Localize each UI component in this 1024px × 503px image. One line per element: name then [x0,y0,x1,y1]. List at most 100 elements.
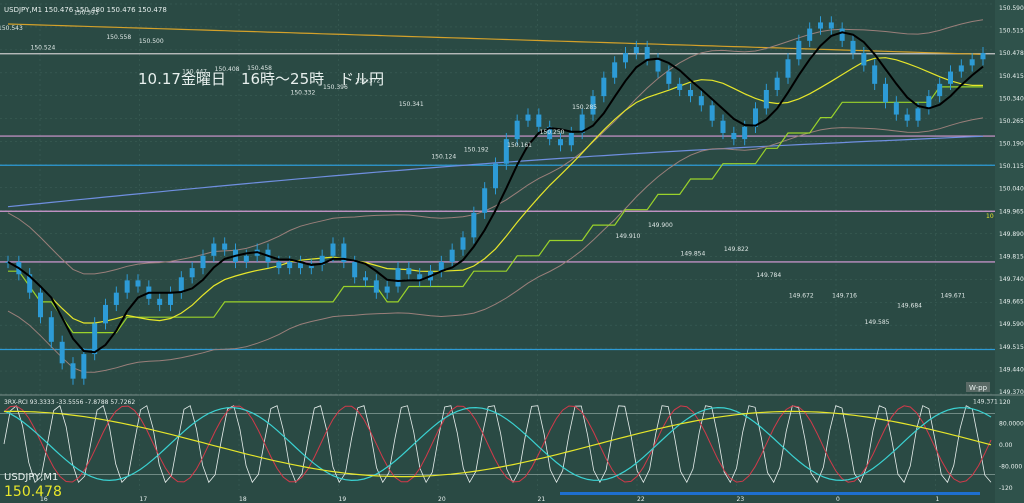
orange-ma-line [7,23,984,55]
time-tick-label: 20 [438,496,446,503]
candle-body [330,243,336,256]
candle-body [27,274,33,293]
time-tick-label: 19 [339,496,347,503]
candle-body [893,102,899,115]
rci-tick-label: 0.00 [999,442,1013,449]
price-annotation: 150.250 [540,129,565,136]
price-tick-label: 149.440 [999,366,1024,373]
price-annotation: 150.332 [291,90,316,97]
candle-body [666,71,672,84]
price-annotation: 149.716 [832,293,857,300]
price-tick-label: 149.370 [999,389,1024,396]
price-tick-label: 149.740 [999,276,1024,283]
candle-body [796,40,802,60]
price-annotation: 150.192 [464,147,489,154]
candle-body [948,71,953,84]
watermark-symbol: USDJPY,M1 [4,472,58,483]
price-annotation: 149.684 [897,303,922,310]
candle-body [677,83,683,90]
rci-subwindow: 120 80.0000 0.00 -80.000 -120 [0,399,1024,492]
symbol-info: USDJPY,M1 150.476 150.480 150.476 150.47… [4,6,167,14]
candle-body [211,243,217,256]
candle-body [601,77,607,97]
lower-band-line [7,117,984,373]
price-tick-label: 149.515 [999,344,1024,351]
candle-body [482,188,488,213]
time-tick-label: 0 [836,496,840,503]
candle-body [655,59,661,72]
price-annotation: 150.500 [139,38,164,45]
price-annotation: 150.161 [507,142,532,149]
candle-body [124,280,130,293]
price-tick-label: 149.815 [999,253,1024,260]
time-axis: 16 17 18 19 20 21 22 23 0 1 [0,492,995,503]
candle-body [449,249,455,262]
candle-body [113,292,119,305]
rci-tick-label: 80.0000 [999,421,1024,428]
price-annotation: 149.671 [941,293,966,300]
candle-body [742,126,748,140]
rci-slow-line [3,410,992,478]
price-tick-label: 149.965 [999,208,1024,215]
price-annotation: 150.593 [74,9,99,16]
candle-body [406,268,412,275]
candle-body [471,212,477,238]
candle-body [688,89,693,97]
price-annotation: 150.341 [399,101,424,108]
session-bar [560,492,980,495]
time-tick-label: 22 [637,496,645,503]
price-annotation: 149.854 [681,250,706,257]
price-tick-label: 150.340 [999,95,1024,102]
price-annotation: 149.910 [616,233,641,240]
candle-body [308,265,314,269]
yellow-ma-line [7,57,983,324]
candle-body [38,292,43,318]
candle-body [883,83,888,103]
candle-body [395,268,401,287]
candle-body [70,363,76,379]
candle-body [298,261,303,269]
price-annotation: 150.124 [431,153,456,160]
candle-body [579,114,585,133]
candle-body [612,62,618,78]
candle-body [926,96,932,109]
candle-body [763,89,769,109]
candle-body [373,280,379,293]
candle-body [319,255,325,266]
candle-body [568,132,574,146]
candle-body [222,243,228,250]
price-annotation: 150.558 [106,34,131,41]
rci-tick-label: -120 [999,485,1013,492]
price-annotation: 150.447 [182,68,207,75]
candle-body [276,261,282,269]
rci-tick-label: -80.000 [999,464,1022,471]
candle-body [807,28,813,41]
candle-body [753,108,758,127]
candle-body [709,105,715,121]
candle-body [818,22,823,29]
candle-body [352,261,358,278]
candle-body [731,132,737,140]
candle-body [720,120,726,133]
price-tick-label: 149.665 [999,299,1024,306]
price-annotation: 150.524 [31,45,56,52]
candle-body [243,255,249,262]
candle-body [980,53,986,60]
candle-body [850,40,856,54]
axis-panel [995,0,1024,503]
candle-body [59,341,65,364]
time-tick-label: 1 [936,496,940,503]
price-tick-label: 149.590 [999,321,1024,328]
side-tag: 10 [986,213,994,220]
rci-long-line [3,406,992,482]
current-price: 150.478 [4,484,62,500]
candle-body [547,126,553,140]
candle-body [135,280,141,287]
time-tick-label: 18 [239,496,247,503]
candle-body [341,243,347,262]
black-ma-line [7,31,984,354]
price-tick-label: 149.890 [999,231,1024,238]
